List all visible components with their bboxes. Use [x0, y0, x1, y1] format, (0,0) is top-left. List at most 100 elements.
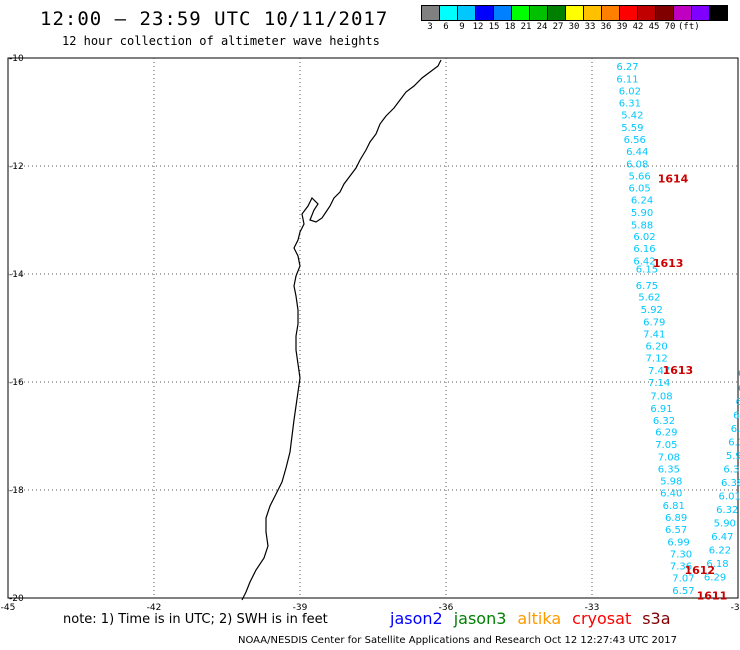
map-title: 12:00 – 23:59 UTC 10/11/2017: [40, 8, 389, 30]
wave-height-label: 5.90: [714, 518, 736, 529]
wave-height-label: 7.41: [643, 329, 665, 340]
wave-height-label: 6: [738, 383, 740, 394]
wave-height-label: 6.08: [626, 159, 648, 170]
colorbar-label: 9: [459, 22, 465, 32]
lon-tick-label: -36: [439, 603, 454, 613]
wave-height-label: 6.47: [711, 532, 733, 543]
wave-height-label: 5.59: [621, 123, 643, 134]
wave-height-label: 6.35: [658, 464, 680, 475]
wave-height-label: 6.11: [616, 75, 638, 86]
wave-height-label: 6.15: [636, 265, 658, 276]
mission-legend: jason2 jason3 altika cryosat s3a: [390, 609, 682, 628]
colorbar-label: 12: [472, 22, 484, 32]
wave-height-label: 6.57: [672, 586, 694, 597]
wave-height-label: 7.08: [658, 453, 680, 464]
map-subtitle: 12 hour collection of altimeter wave hei…: [62, 34, 380, 48]
lon-tick-label: -45: [1, 603, 16, 613]
wave-height-label: 5.88: [631, 220, 653, 231]
lat-tick-label: -18: [9, 486, 24, 496]
wave-height-label: 6.38: [721, 478, 740, 489]
wave-height-label: 6.57: [665, 525, 687, 536]
coastline: [241, 59, 442, 601]
wave-height-label: 6.02: [619, 86, 641, 97]
colorbar-label: 24: [536, 22, 548, 32]
lon-tick-label: -39: [293, 603, 308, 613]
wave-height-label: 6.29: [655, 428, 677, 439]
pass-time-label: 1614: [658, 172, 689, 185]
wave-height-label: 6.56: [624, 135, 646, 146]
mission-legend-s3a: s3a: [642, 609, 671, 628]
wave-height-label: 6.16: [633, 244, 655, 255]
wave-height-label: 6.22: [709, 545, 731, 556]
wave-height-label: 7.08: [650, 392, 672, 403]
grid-lines: [7, 57, 739, 599]
wave-height-label: 7.05: [655, 440, 677, 451]
wave-height-label: 6.01: [719, 491, 740, 502]
wave-height-label: 6.: [736, 397, 740, 408]
wave-height-label: 6.24: [631, 195, 653, 206]
wave-height-label: 6.37: [723, 464, 740, 475]
wave-height-label: 7.30: [670, 550, 692, 561]
wave-height-label: 6.81: [663, 501, 685, 512]
wave-height-label: 5.90: [631, 208, 653, 219]
colorbar-label: 3: [427, 22, 433, 32]
wave-height-label: 6.32: [653, 416, 675, 427]
colorbar-label: (ft): [678, 22, 700, 32]
wave-height-label: 6.27: [616, 62, 638, 73]
colorbar-labels: 3 6 9 12 15 18 21 24 27 30 33 36 39 42 45 70 (ft): [422, 22, 700, 32]
colorbar-label: 30: [568, 22, 580, 32]
credit-footer: NOAA/NESDIS Center for Satellite Applica…: [238, 635, 677, 646]
wave-height-label: 6.8: [731, 424, 740, 435]
wave-height-label: 7.47: [648, 366, 670, 377]
lat-tick-label: -20: [9, 594, 24, 604]
colorbar: [421, 5, 728, 21]
lat-tick-label: -12: [9, 162, 24, 172]
lon-tick-label: -42: [147, 603, 162, 613]
wave-height-label: 7.07: [672, 573, 694, 584]
wave-height-label: 6.29: [704, 572, 726, 583]
wave-height-label: 6.42: [633, 257, 655, 268]
lon-tick-label: -30: [731, 603, 740, 613]
wave-height-label: 7.14: [648, 378, 670, 389]
wave-height-label: 6.05: [629, 184, 651, 195]
colorbar-label: 70: [664, 22, 676, 32]
colorbar-swatch: [709, 5, 728, 21]
wave-height-label: 6.79: [643, 318, 665, 329]
mission-legend-jason3: jason3: [453, 609, 507, 628]
wave-height-label: 5.95: [726, 451, 740, 462]
wave-height-label: 6.89: [665, 513, 687, 524]
lat-tick-label: -10: [9, 54, 24, 64]
mission-legend-altika: altika: [517, 609, 562, 628]
pass-time-label: 1613: [663, 364, 694, 377]
pass-time-label: 1612: [684, 564, 715, 577]
wave-height-label: 6.44: [626, 147, 648, 158]
lon-tick-label: -33: [585, 603, 600, 613]
wave-height-label: 6.99: [667, 537, 689, 548]
colorbar-label: 42: [632, 22, 644, 32]
colorbar-label: 15: [488, 22, 500, 32]
wave-height-label: 5.66: [629, 172, 651, 183]
wave-height-label: 6.31: [619, 98, 641, 109]
wave-height-label: 6.0: [733, 410, 740, 421]
wave-height-label: 6.3: [728, 437, 740, 448]
lat-tick-label: -16: [9, 378, 24, 388]
colorbar-label: 45: [648, 22, 660, 32]
lat-tick-label: -14: [9, 270, 24, 280]
colorbar-label: 27: [552, 22, 564, 32]
wave-height-label: 5.42: [621, 111, 643, 122]
wave-height-label: 6.91: [650, 404, 672, 415]
mission-legend-jason2: jason2: [390, 609, 443, 628]
wave-height-label: 6.02: [633, 232, 655, 243]
wave-height-label: 7.36: [670, 562, 692, 573]
map-note: note: 1) Time is in UTC; 2) SWH is in fe…: [63, 612, 328, 627]
colorbar-label: 6: [443, 22, 449, 32]
wave-height-label: 6.40: [660, 489, 682, 500]
wave-height-label: 6.20: [646, 341, 668, 352]
colorbar-label: 39: [616, 22, 628, 32]
map-frame: [7, 57, 739, 599]
wave-height-label: 6.18: [706, 559, 728, 570]
pass-time-label: 1611: [697, 589, 728, 602]
wave-height-label: 6.75: [636, 281, 658, 292]
wave-height-label: 5.62: [638, 293, 660, 304]
